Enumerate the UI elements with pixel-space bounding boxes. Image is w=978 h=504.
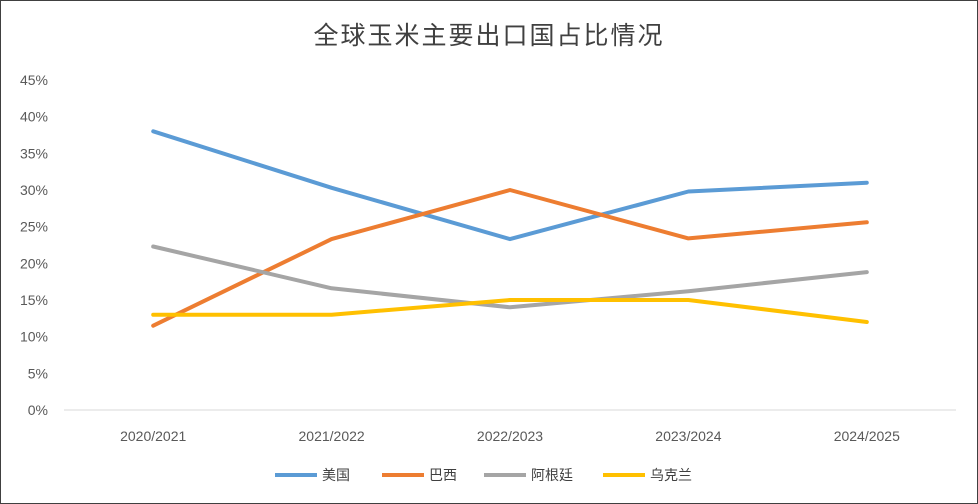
legend-label-0: 美国 <box>322 468 350 484</box>
y-tick-label: 40% <box>20 109 48 125</box>
x-tick-label: 2021/2022 <box>299 428 365 444</box>
legend: 美国 巴西 阿根廷 乌克兰 <box>275 468 692 484</box>
series-line-2 <box>151 244 869 310</box>
y-tick-label: 0% <box>28 402 48 418</box>
legend-label-3: 乌克兰 <box>650 468 692 484</box>
x-tick-label: 2020/2021 <box>120 428 186 444</box>
legend-label-2: 阿根廷 <box>531 468 573 484</box>
x-tick-label: 2023/2024 <box>655 428 721 444</box>
series-line-3 <box>151 298 869 324</box>
y-tick-label: 45% <box>20 72 48 88</box>
y-axis-ticks: 0% 5% 10% 15% 20% 25% 30% 35% 40% 45% <box>20 72 48 418</box>
x-tick-label: 2022/2023 <box>477 428 543 444</box>
y-tick-label: 15% <box>20 292 48 308</box>
series-line-1 <box>151 188 869 328</box>
series-line-0 <box>151 129 869 242</box>
series-lines <box>151 129 869 328</box>
y-tick-label: 35% <box>20 145 48 161</box>
y-tick-label: 20% <box>20 255 48 271</box>
y-tick-label: 5% <box>28 365 48 381</box>
y-tick-label: 10% <box>20 329 48 345</box>
legend-label-1: 巴西 <box>429 468 457 484</box>
y-tick-label: 30% <box>20 182 48 198</box>
x-tick-label: 2024/2025 <box>834 428 900 444</box>
x-axis-ticks: 2020/2021 2021/2022 2022/2023 2023/2024 2024… <box>120 428 900 444</box>
chart-title: 全球玉米主要出口国占比情况 <box>313 21 665 50</box>
y-tick-label: 25% <box>20 219 48 235</box>
